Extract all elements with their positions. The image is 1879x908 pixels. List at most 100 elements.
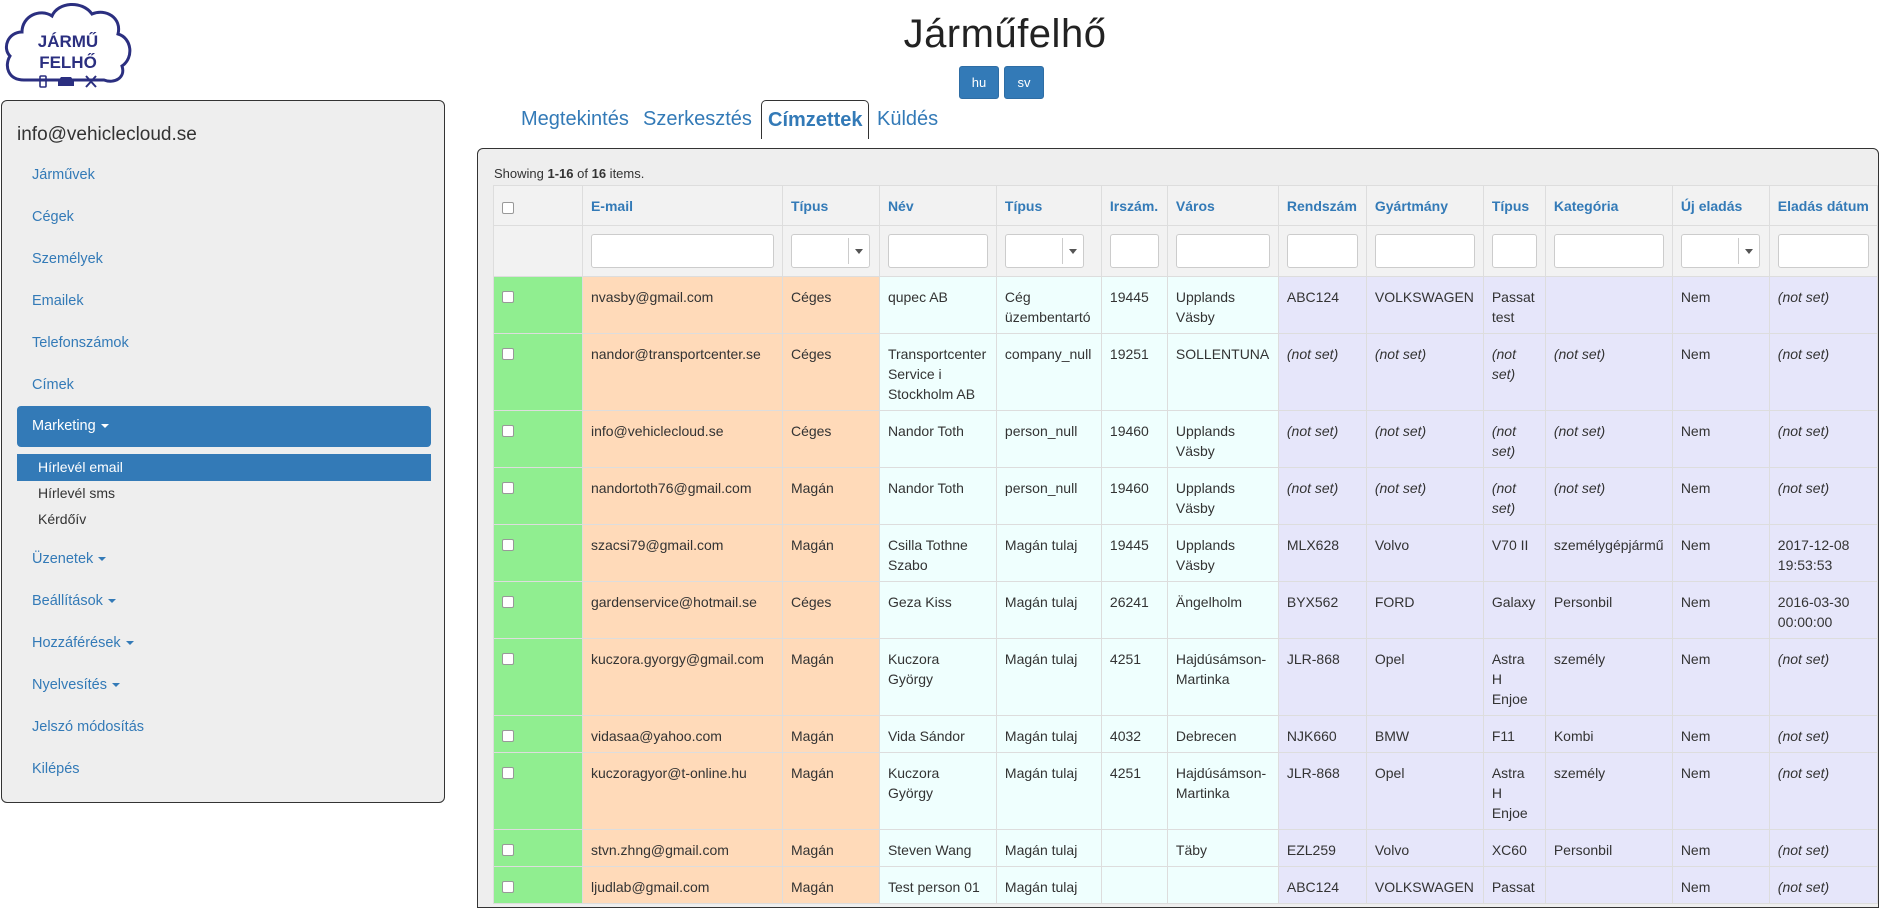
row-checkbox[interactable] bbox=[502, 767, 514, 779]
sidebar-item-messages[interactable]: Üzenetek bbox=[32, 551, 107, 567]
cell-model: (not set) bbox=[1482, 467, 1546, 525]
row-select-cell bbox=[493, 752, 583, 830]
cell-category: Personbil bbox=[1544, 829, 1673, 867]
sidebar-item-companies[interactable]: Cégek bbox=[32, 209, 74, 225]
cell-category: személy bbox=[1544, 638, 1673, 716]
cell-zip: 19460 bbox=[1100, 467, 1168, 525]
select-all-checkbox[interactable] bbox=[502, 202, 514, 214]
sidebar-item-vehicles[interactable]: Járművek bbox=[32, 167, 95, 183]
column-header-sale-date[interactable]: Eladás dátum bbox=[1768, 185, 1879, 226]
sidebar-item-addresses[interactable]: Címek bbox=[32, 377, 74, 393]
filter-city-input[interactable] bbox=[1175, 234, 1270, 268]
filter-category-input[interactable] bbox=[1553, 234, 1664, 268]
table-row[interactable]: vidasaa@yahoo.com Magán Vida Sándor Magán t… bbox=[493, 715, 1879, 753]
tab-view[interactable]: Megtekintés bbox=[521, 108, 629, 130]
column-header-new-sale[interactable]: Új eladás bbox=[1671, 185, 1770, 226]
cell-person-type: Magán tulaj bbox=[995, 524, 1102, 582]
table-row[interactable]: stvn.zhng@gmail.com Magán Steven Wang Magán… bbox=[493, 829, 1879, 867]
app-logo[interactable]: JÁRMŰ FELHŐ bbox=[2, 0, 134, 92]
cell-email: kuczora.gyorgy@gmail.com bbox=[581, 638, 783, 716]
cell-city: Hajdúsámson-Martinka bbox=[1166, 638, 1279, 716]
table-row[interactable]: kuczora.gyorgy@gmail.com Magán Kuczora Gyö… bbox=[493, 638, 1879, 716]
filter-name-input[interactable] bbox=[887, 234, 988, 268]
cell-name: Test person 01 bbox=[878, 866, 997, 904]
table-row[interactable]: szacsi79@gmail.com Magán Csilla Tothne Sza… bbox=[493, 524, 1879, 582]
table-row[interactable]: nvasby@gmail.com Céges qupec AB Cég üzemben… bbox=[493, 276, 1879, 334]
filter-cell-category bbox=[1544, 225, 1673, 277]
table-row[interactable]: nandortoth76@gmail.com Magán Nandor Toth pe… bbox=[493, 467, 1879, 525]
row-checkbox[interactable] bbox=[502, 596, 514, 608]
sidebar-item-settings[interactable]: Beállítások bbox=[32, 593, 116, 609]
sidebar-item-change-password[interactable]: Jelszó módosítás bbox=[32, 719, 145, 735]
sidebar-subitem-newsletter-email[interactable]: Hírlevél email bbox=[17, 454, 431, 481]
cell-new-sale: Nem bbox=[1671, 866, 1770, 904]
sidebar-item-permissions-label: Hozzáférések bbox=[32, 635, 121, 651]
table-row[interactable]: nandor@transportcenter.se Céges Transportc… bbox=[493, 333, 1879, 411]
cell-sale-date: (not set) bbox=[1768, 467, 1879, 525]
sidebar-item-localization[interactable]: Nyelvesítés bbox=[32, 677, 120, 693]
filter-contact-type-select[interactable] bbox=[790, 234, 870, 268]
filter-zip-input[interactable] bbox=[1109, 234, 1159, 268]
sidebar-subitem-questionnaire[interactable]: Kérdőív bbox=[38, 511, 87, 527]
column-header-make[interactable]: Gyártmány bbox=[1365, 185, 1484, 226]
filter-sale-date-input[interactable] bbox=[1777, 234, 1869, 268]
cell-plate: JLR-868 bbox=[1277, 752, 1367, 830]
cell-name: Transportcenter Service i Stockholm AB bbox=[878, 333, 997, 411]
filter-person-type-select[interactable] bbox=[1004, 234, 1084, 268]
sidebar-item-emails[interactable]: Emailek bbox=[32, 293, 84, 309]
row-checkbox[interactable] bbox=[502, 653, 514, 665]
table-row[interactable]: gardenservice@hotmail.se Céges Geza Kiss Ma… bbox=[493, 581, 1879, 639]
filter-plate-input[interactable] bbox=[1286, 234, 1358, 268]
cell-make: Opel bbox=[1365, 638, 1484, 716]
filter-make-input[interactable] bbox=[1374, 234, 1475, 268]
sidebar-item-localization-label: Nyelvesítés bbox=[32, 677, 107, 693]
cell-model: Galaxy bbox=[1482, 581, 1546, 639]
column-header-contact-type[interactable]: Típus bbox=[781, 185, 880, 226]
cell-person-type: Magán tulaj bbox=[995, 581, 1102, 639]
table-row[interactable]: ljudlab@gmail.com Magán Test person 01 Magá… bbox=[493, 866, 1879, 904]
sidebar-item-phone-numbers[interactable]: Telefonszámok bbox=[32, 335, 129, 351]
cell-make: Opel bbox=[1365, 752, 1484, 830]
column-header-zip[interactable]: Irszám. bbox=[1100, 185, 1168, 226]
row-checkbox[interactable] bbox=[502, 844, 514, 856]
row-checkbox[interactable] bbox=[502, 482, 514, 494]
filter-new-sale-select[interactable] bbox=[1680, 234, 1760, 268]
column-header-person-type[interactable]: Típus bbox=[995, 185, 1102, 226]
filter-email-input[interactable] bbox=[590, 234, 774, 268]
sidebar-item-persons[interactable]: Személyek bbox=[32, 251, 103, 267]
summary-prefix: Showing bbox=[494, 166, 548, 181]
row-checkbox[interactable] bbox=[502, 730, 514, 742]
sidebar-subitem-newsletter-sms[interactable]: Hírlevél sms bbox=[38, 485, 116, 501]
logo-text-line1: JÁRMŰ bbox=[38, 32, 98, 51]
filter-model-input[interactable] bbox=[1491, 234, 1537, 268]
recipients-grid-panel: Showing 1-16 of 16 items. E-mail Típus N… bbox=[477, 148, 1879, 908]
table-row[interactable]: info@vehiclecloud.se Céges Nandor Toth pers… bbox=[493, 410, 1879, 468]
cell-new-sale: Nem bbox=[1671, 467, 1770, 525]
column-header-model[interactable]: Típus bbox=[1482, 185, 1546, 226]
column-header-plate[interactable]: Rendszám bbox=[1277, 185, 1367, 226]
sidebar-item-logout[interactable]: Kilépés bbox=[32, 761, 80, 777]
tab-recipients[interactable]: Címzettek bbox=[761, 100, 870, 139]
column-header-name[interactable]: Név bbox=[878, 185, 997, 226]
row-checkbox[interactable] bbox=[502, 348, 514, 360]
row-checkbox[interactable] bbox=[502, 539, 514, 551]
current-user-email: info@vehiclecloud.se bbox=[17, 124, 197, 145]
column-header-email[interactable]: E-mail bbox=[581, 185, 783, 226]
summary-range: 1-16 bbox=[547, 166, 574, 181]
caret-down-icon bbox=[125, 641, 134, 646]
cell-category: (not set) bbox=[1544, 410, 1673, 468]
lang-button-sv[interactable]: sv bbox=[1004, 66, 1044, 99]
table-row[interactable]: kuczoragyor@t-online.hu Magán Kuczora Györ… bbox=[493, 752, 1879, 830]
row-checkbox[interactable] bbox=[502, 881, 514, 893]
cell-sale-date: (not set) bbox=[1768, 866, 1879, 904]
row-checkbox[interactable] bbox=[502, 425, 514, 437]
column-header-category[interactable]: Kategória bbox=[1544, 185, 1673, 226]
tab-edit[interactable]: Szerkesztés bbox=[643, 108, 752, 130]
tab-send[interactable]: Küldés bbox=[877, 108, 939, 130]
sidebar-item-marketing[interactable]: Marketing bbox=[17, 406, 431, 447]
sidebar-item-permissions[interactable]: Hozzáférések bbox=[32, 635, 134, 651]
row-checkbox[interactable] bbox=[502, 291, 514, 303]
cell-name: Kuczora György bbox=[878, 752, 997, 830]
column-header-city[interactable]: Város bbox=[1166, 185, 1279, 226]
lang-button-hu[interactable]: hu bbox=[959, 66, 999, 99]
